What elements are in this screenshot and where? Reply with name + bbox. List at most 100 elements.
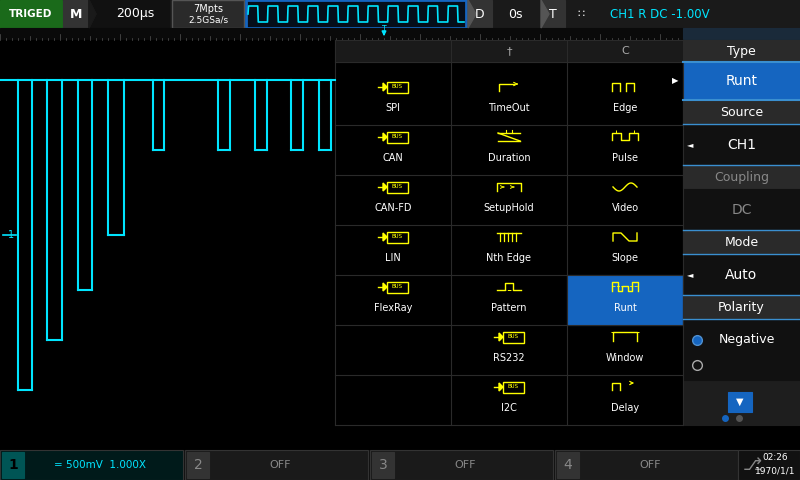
Text: 200μs: 200μs <box>116 8 154 21</box>
Text: Pattern: Pattern <box>491 303 526 313</box>
Bar <box>185 450 368 480</box>
Bar <box>683 189 800 230</box>
Text: C: C <box>621 46 629 56</box>
Bar <box>0 450 183 480</box>
Bar <box>172 0 244 28</box>
Text: ⎇: ⎇ <box>742 456 762 474</box>
Text: BUS: BUS <box>507 384 518 389</box>
Bar <box>246 0 466 28</box>
Bar <box>683 165 800 189</box>
Text: OFF: OFF <box>639 460 661 470</box>
Text: ∷: ∷ <box>578 9 585 19</box>
Polygon shape <box>383 183 387 191</box>
Bar <box>372 452 394 478</box>
Bar <box>683 28 800 40</box>
Bar <box>0 450 800 480</box>
Text: OFF: OFF <box>454 460 476 470</box>
Polygon shape <box>499 333 503 341</box>
Text: Type: Type <box>727 45 756 58</box>
Bar <box>187 452 209 478</box>
Text: DC: DC <box>731 203 752 217</box>
Bar <box>387 132 408 143</box>
Bar <box>557 452 579 478</box>
Text: Auto: Auto <box>726 268 758 282</box>
Text: = 500mV  1.000X: = 500mV 1.000X <box>54 460 146 470</box>
Bar <box>335 40 683 62</box>
Text: SetupHold: SetupHold <box>484 203 534 213</box>
Polygon shape <box>89 0 96 28</box>
Text: BUS: BUS <box>391 84 402 89</box>
Bar <box>728 392 752 412</box>
Text: 0s: 0s <box>508 8 522 21</box>
Text: Window: Window <box>606 353 644 363</box>
Text: Slope: Slope <box>611 253 638 263</box>
Text: T: T <box>382 24 386 34</box>
Text: 3: 3 <box>378 458 387 472</box>
Bar <box>567 275 683 325</box>
Text: 7Mpts: 7Mpts <box>193 4 223 14</box>
Polygon shape <box>89 0 96 28</box>
Text: RS232: RS232 <box>493 353 525 363</box>
Bar <box>683 230 800 254</box>
Text: Duration: Duration <box>488 153 530 163</box>
Bar <box>2 452 24 478</box>
Bar <box>555 450 738 480</box>
Bar <box>683 40 800 425</box>
Text: ◄: ◄ <box>686 141 694 149</box>
Text: CAN: CAN <box>382 153 403 163</box>
Text: SPI: SPI <box>386 103 401 113</box>
Bar <box>683 319 800 380</box>
Text: BUS: BUS <box>507 335 518 339</box>
Polygon shape <box>499 383 503 391</box>
Text: Pulse: Pulse <box>612 153 638 163</box>
Bar <box>683 100 800 124</box>
Text: 2.5GSa/s: 2.5GSa/s <box>188 15 228 24</box>
Text: Runt: Runt <box>726 74 758 88</box>
Polygon shape <box>468 0 476 28</box>
Bar <box>0 0 800 28</box>
Text: Mode: Mode <box>725 236 758 249</box>
Text: 1: 1 <box>8 230 14 240</box>
Text: TimeOut: TimeOut <box>488 103 530 113</box>
Text: I2C: I2C <box>501 403 517 413</box>
Text: TRIGED: TRIGED <box>10 9 53 19</box>
Polygon shape <box>383 233 387 241</box>
Bar <box>89 0 169 28</box>
Text: BUS: BUS <box>391 134 402 140</box>
Bar <box>0 28 683 40</box>
Text: CH1: CH1 <box>727 138 756 152</box>
Text: 1970/1/1: 1970/1/1 <box>754 467 795 476</box>
Polygon shape <box>383 83 387 91</box>
Text: Polarity: Polarity <box>718 300 765 313</box>
Text: M: M <box>70 8 82 21</box>
Text: BUS: BUS <box>391 235 402 240</box>
Bar <box>468 0 492 28</box>
Text: 1: 1 <box>8 458 18 472</box>
Bar <box>683 254 800 295</box>
Bar <box>503 332 524 343</box>
Text: BUS: BUS <box>391 285 402 289</box>
Text: 2: 2 <box>194 458 202 472</box>
Bar <box>387 281 408 292</box>
Text: OFF: OFF <box>270 460 290 470</box>
Bar <box>335 40 683 425</box>
Bar <box>0 40 335 430</box>
Bar <box>63 0 89 28</box>
Text: 4: 4 <box>564 458 572 472</box>
Bar <box>683 40 800 62</box>
Text: Source: Source <box>720 106 763 119</box>
Text: ▼: ▼ <box>736 397 744 407</box>
Text: Video: Video <box>611 203 638 213</box>
Text: 02:26: 02:26 <box>762 454 788 463</box>
Text: Edge: Edge <box>613 103 637 113</box>
Text: ◄: ◄ <box>686 271 694 279</box>
Bar <box>503 382 524 393</box>
Text: T: T <box>549 8 557 21</box>
Bar <box>683 62 800 100</box>
Text: ▶: ▶ <box>672 76 678 85</box>
Bar <box>387 82 408 93</box>
Bar <box>370 450 553 480</box>
Text: FlexRay: FlexRay <box>374 303 412 313</box>
Text: CAN-FD: CAN-FD <box>374 203 412 213</box>
Text: D: D <box>475 8 485 21</box>
